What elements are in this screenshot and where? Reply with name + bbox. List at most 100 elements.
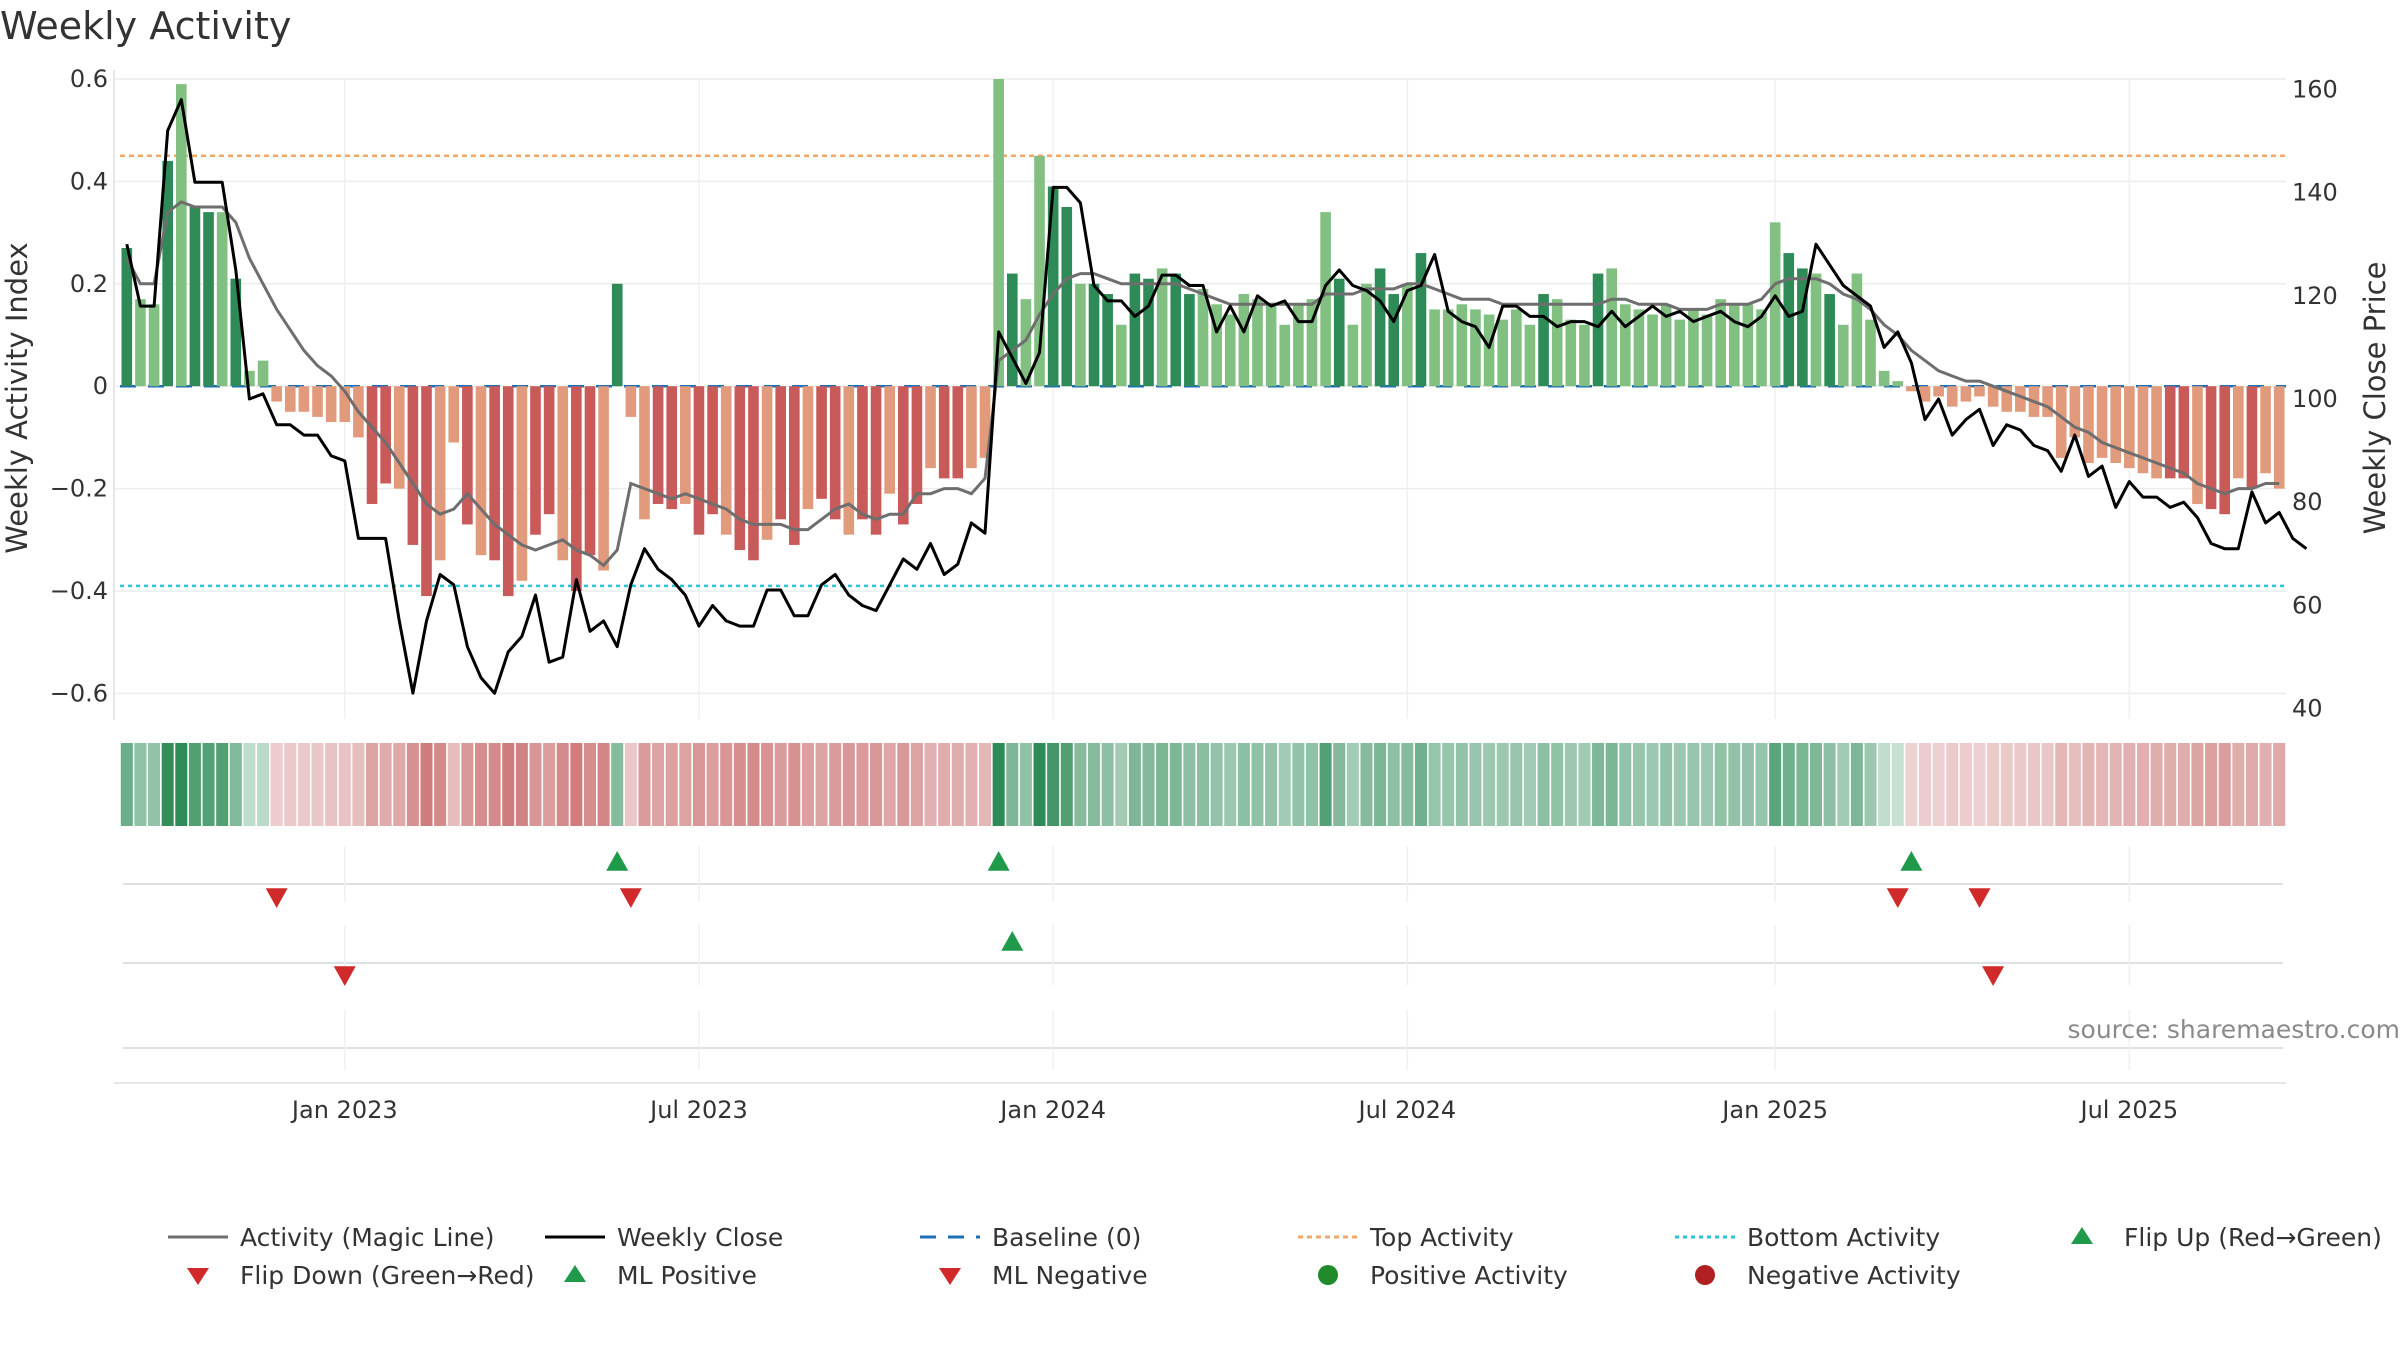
activity-bar: [897, 386, 909, 525]
activity-bar: [298, 386, 310, 412]
strip-cell: [175, 743, 188, 826]
strip-cell: [1660, 743, 1673, 826]
activity-bar: [2178, 386, 2190, 479]
activity-bar: [571, 386, 582, 591]
activity-bar: [1470, 309, 1481, 387]
strip-cell: [883, 743, 896, 826]
activity-strip: [120, 743, 2286, 826]
activity-bar: [325, 386, 337, 423]
activity-bar: [1906, 386, 1917, 392]
activity-bar: [1115, 324, 1127, 387]
activity-bar: [1701, 314, 1713, 387]
strip-cell: [1210, 743, 1223, 826]
activity-bar: [1170, 273, 1182, 387]
strip-cell: [1006, 743, 1019, 826]
activity-bar: [884, 386, 895, 494]
activity-bar: [1211, 304, 1222, 387]
strip-cell: [829, 743, 842, 826]
strip-cell: [1033, 743, 1046, 826]
strip-cell: [1578, 743, 1591, 826]
activity-bar: [1483, 314, 1495, 387]
activity-bar: [1047, 186, 1059, 387]
strip-cell: [1265, 743, 1278, 826]
strip-cell: [1387, 743, 1400, 826]
strip-cell: [297, 743, 310, 826]
strip-cell: [1592, 743, 1605, 826]
activity-bar: [584, 386, 596, 556]
activity-bar: [271, 386, 282, 402]
strip-cell: [1496, 743, 1509, 826]
activity-bar: [734, 386, 746, 551]
activity-bar: [1769, 222, 1781, 387]
strip-cell: [1156, 743, 1169, 826]
strip-cell: [1292, 743, 1305, 826]
strip-cell: [1918, 743, 1932, 826]
strip-cell: [1878, 743, 1891, 826]
strip-cell: [1142, 743, 1155, 826]
legend-swatch-posact-icon: [1298, 1260, 1358, 1290]
axes: 0.6 0.4 0.2 0 −0.2 −0.4 −0.6 160 140 120 100 80 60 40: [50, 65, 2338, 723]
legend-item-baseline: Baseline (0): [920, 1222, 1141, 1252]
y-tick-left: −0.4: [50, 577, 108, 605]
activity-bar: [761, 386, 773, 540]
strip-cell: [134, 743, 147, 826]
strip-cell: [1483, 743, 1496, 826]
strip-cell: [216, 743, 229, 826]
chart-canvas: 0.6 0.4 0.2 0 −0.2 −0.4 −0.6 160 140 120 100 80 60 40…: [0, 65, 2392, 1124]
activity-bar: [707, 386, 718, 515]
legend-item-flipdown: Flip Down (Green→Red): [168, 1260, 535, 1290]
strip-cell: [1850, 743, 1863, 826]
strip-cell: [951, 743, 964, 826]
strip-cell: [1169, 743, 1182, 826]
legend-swatch-magic-icon: [168, 1222, 228, 1252]
activity-bar: [816, 386, 827, 499]
activity-bar: [339, 386, 351, 423]
strip-cell: [529, 743, 542, 826]
strip-cell: [652, 743, 665, 826]
strip-cell: [1564, 743, 1577, 826]
strip-cell: [1959, 743, 1972, 826]
y-tick-left: 0: [93, 372, 108, 400]
activity-bar: [462, 386, 473, 525]
x-tick-label: Jan 2024: [998, 1096, 1106, 1124]
activity-bar: [1619, 304, 1631, 387]
activity-bar: [189, 207, 201, 387]
legend-swatch-flipup-icon: [2052, 1222, 2112, 1252]
x-axis: Jan 2023 Jul 2023 Jan 2024 Jul 2024 Jan 2025…: [114, 1082, 2286, 1124]
activity-bar: [829, 386, 841, 520]
activity-bar: [2015, 386, 2026, 412]
strip-cell: [379, 743, 392, 826]
strip-cell: [1455, 743, 1468, 826]
strip-cell: [665, 743, 678, 826]
activity-bar: [489, 386, 500, 561]
activity-bar: [2246, 386, 2258, 489]
ml-negative-marker: [333, 966, 356, 986]
strip-cell: [2109, 743, 2122, 826]
x-tick-label: Jul 2025: [2079, 1096, 2179, 1124]
activity-bar: [1933, 386, 1944, 397]
activity-bar: [475, 386, 487, 556]
strip-cell: [2232, 743, 2245, 826]
x-tick-label: Jan 2023: [290, 1096, 398, 1124]
strip-cell: [570, 743, 583, 826]
strip-cell: [120, 743, 133, 826]
strip-cell: [965, 743, 978, 826]
activity-bar: [1429, 309, 1440, 387]
strip-cell: [366, 743, 379, 826]
strip-cell: [979, 743, 992, 826]
activity-bar: [1688, 309, 1699, 387]
strip-cell: [897, 743, 910, 826]
strip-cell: [1305, 743, 1318, 826]
strip-cell: [2068, 743, 2081, 826]
strip-cell: [706, 743, 719, 826]
activity-bar: [720, 386, 732, 535]
activity-bar: [639, 386, 650, 520]
strip-cell: [2245, 743, 2258, 826]
activity-bar: [148, 304, 160, 387]
strip-cell: [774, 743, 787, 826]
strip-cell: [1932, 743, 1945, 826]
strip-cell: [1673, 743, 1686, 826]
y-tick-left: 0.6: [70, 65, 108, 93]
activity-bar: [312, 386, 323, 417]
strip-cell: [1088, 743, 1101, 826]
